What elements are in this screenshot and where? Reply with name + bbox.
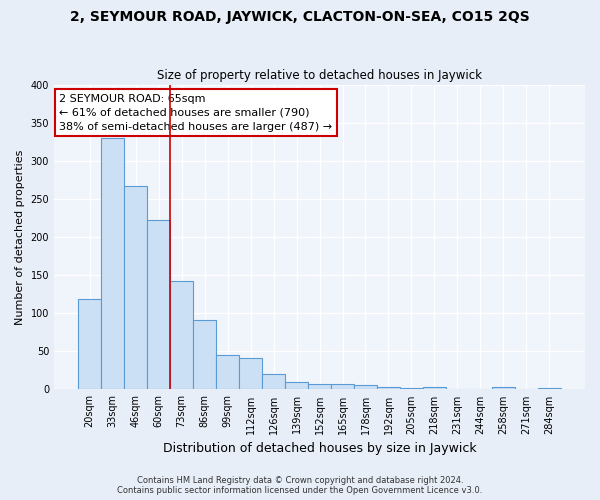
Bar — [538, 388, 561, 390]
Bar — [147, 220, 170, 390]
X-axis label: Distribution of detached houses by size in Jaywick: Distribution of detached houses by size … — [163, 442, 476, 455]
Bar — [515, 388, 538, 390]
Bar — [492, 387, 515, 390]
Bar — [354, 385, 377, 390]
Bar — [101, 138, 124, 390]
Bar — [377, 387, 400, 390]
Bar — [216, 355, 239, 390]
Bar — [446, 388, 469, 390]
Bar — [331, 384, 354, 390]
Bar — [193, 320, 216, 390]
Bar — [285, 382, 308, 390]
Bar — [423, 387, 446, 390]
Text: 2 SEYMOUR ROAD: 65sqm
← 61% of detached houses are smaller (790)
38% of semi-det: 2 SEYMOUR ROAD: 65sqm ← 61% of detached … — [59, 94, 332, 132]
Text: 2, SEYMOUR ROAD, JAYWICK, CLACTON-ON-SEA, CO15 2QS: 2, SEYMOUR ROAD, JAYWICK, CLACTON-ON-SEA… — [70, 10, 530, 24]
Y-axis label: Number of detached properties: Number of detached properties — [15, 150, 25, 324]
Bar — [262, 374, 285, 390]
Bar — [400, 388, 423, 390]
Bar — [308, 384, 331, 390]
Title: Size of property relative to detached houses in Jaywick: Size of property relative to detached ho… — [157, 69, 482, 82]
Bar — [239, 358, 262, 390]
Bar — [124, 186, 147, 390]
Bar — [170, 281, 193, 390]
Text: Contains HM Land Registry data © Crown copyright and database right 2024.
Contai: Contains HM Land Registry data © Crown c… — [118, 476, 482, 495]
Bar — [78, 300, 101, 390]
